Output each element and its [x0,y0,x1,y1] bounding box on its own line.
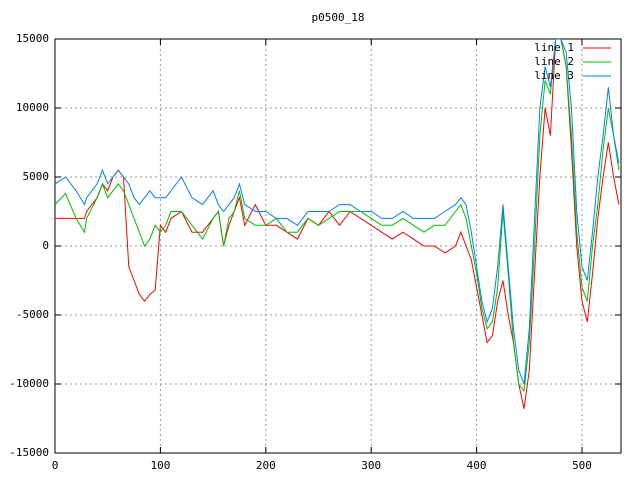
y-tick-label: -5000 [16,308,49,321]
y-tick-label: 0 [42,239,49,252]
x-tick-label: 500 [572,459,592,472]
legend-label: line 3 [534,69,574,82]
x-tick-label: 400 [467,459,487,472]
plot-border [54,38,622,454]
y-tick-label: 10000 [16,101,49,114]
y-tick-label: -10000 [9,377,49,390]
plot-area [55,39,620,409]
x-tick-label: 300 [361,459,381,472]
x-tick-label: 0 [52,459,59,472]
y-tick-label: 5000 [23,170,50,183]
x-tick-label: 100 [150,459,170,472]
data-line [55,39,620,409]
x-tick-label: 200 [256,459,276,472]
chart-title: p0500_18 [312,11,365,24]
data-line [55,39,620,385]
legend-label: line 1 [534,41,574,54]
y-tick-label: -15000 [9,446,49,459]
y-tick-label: 15000 [16,32,49,45]
legend-label: line 2 [534,55,574,68]
